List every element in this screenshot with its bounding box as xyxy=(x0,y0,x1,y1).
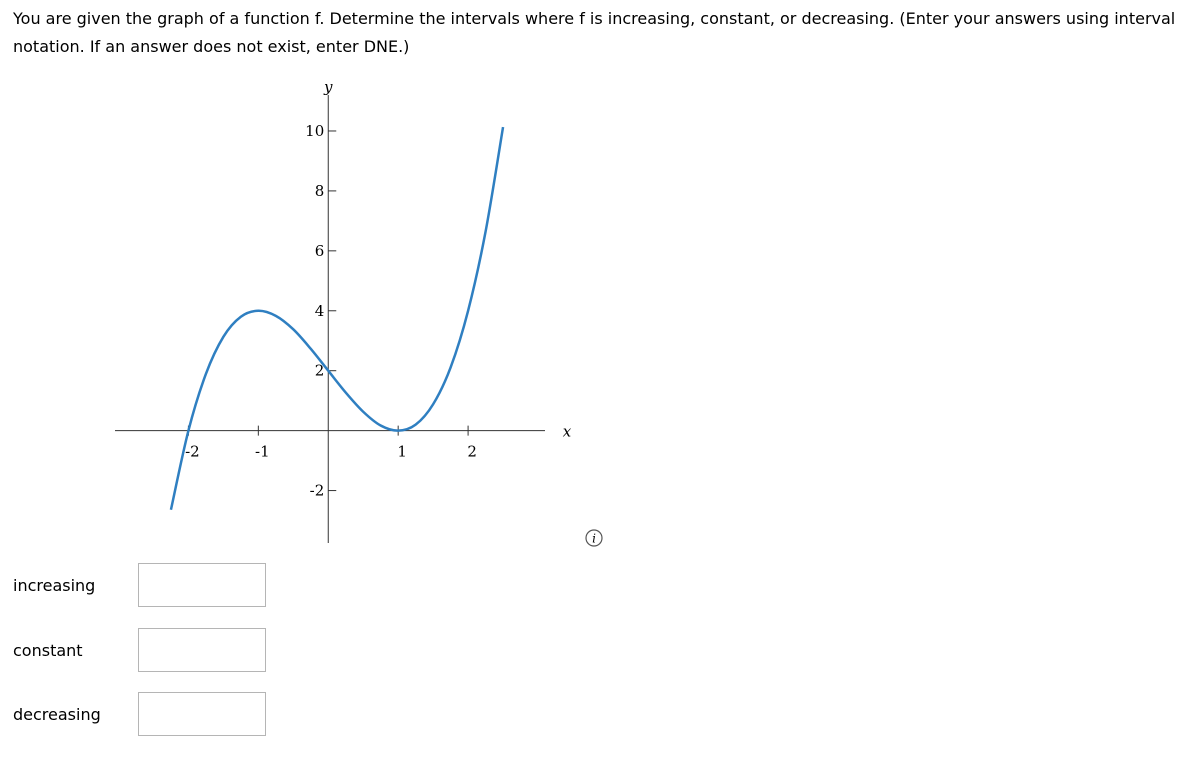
y-tick-label: 4 xyxy=(315,302,325,320)
y-tick-label: -2 xyxy=(310,482,325,500)
field-label: increasing xyxy=(13,576,96,595)
y-axis-label: y xyxy=(323,78,333,96)
x-tick-label: -2 xyxy=(185,443,200,461)
x-tick-label: 2 xyxy=(467,443,477,461)
answer-input[interactable] xyxy=(138,692,266,736)
x-tick-label: -1 xyxy=(255,443,270,461)
graph: i x y -2 -1 1 2 -2 2 4 6 8 10 xyxy=(115,78,603,547)
field-label: constant xyxy=(13,640,83,660)
y-tick-label: 6 xyxy=(315,242,325,260)
question-text: You are given the graph of a function f.… xyxy=(13,9,1176,56)
x-tick-label: 1 xyxy=(397,443,407,461)
function-curve xyxy=(169,126,505,511)
answer-input[interactable] xyxy=(138,627,266,672)
info-icon-label[interactable]: i xyxy=(592,532,596,546)
field-label: decreasing xyxy=(13,705,101,724)
y-tick-label: 8 xyxy=(315,182,325,200)
answer-input[interactable] xyxy=(138,563,266,607)
info-icon[interactable] xyxy=(585,529,603,547)
y-tick-label: 10 xyxy=(305,122,324,140)
x-axis-label: x xyxy=(563,423,572,441)
y-tick-label: 2 xyxy=(315,362,325,380)
